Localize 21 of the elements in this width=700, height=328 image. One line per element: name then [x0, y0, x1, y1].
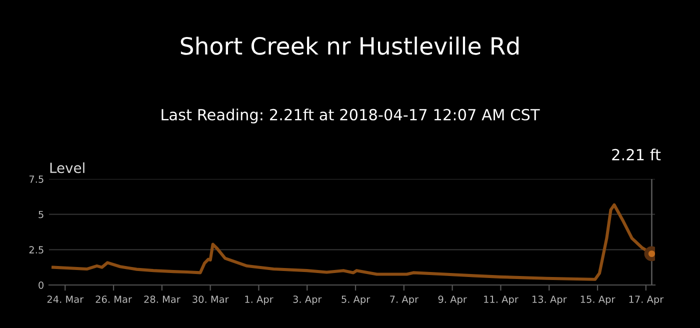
x-tick-label: 3. Apr	[293, 296, 322, 305]
x-tick-label: 5. Apr	[342, 296, 370, 305]
chart-title: Short Creek nr Hustleville Rd	[180, 36, 519, 55]
x-tick-label: 17. Apr	[629, 296, 664, 305]
x-tick-label: 1. Apr	[245, 296, 274, 305]
x-tick-label: 30. Mar	[192, 296, 229, 303]
x-tick-label: 24. Mar	[47, 296, 84, 303]
x-tick-label: 11. Apr	[484, 296, 518, 305]
y-tick-label: 2.5	[29, 246, 44, 254]
x-tick-label: 15. Apr	[580, 296, 616, 305]
x-tick-label: 9. Apr	[438, 296, 467, 305]
y-tick-label: 0	[38, 281, 44, 289]
y-tick-label: 5	[38, 210, 44, 218]
x-tick-label: 26. Mar	[96, 296, 132, 303]
text: 2.21 ft	[612, 148, 661, 160]
x-tick-label: 13. Apr	[532, 296, 567, 305]
y-tick-label: 7.5	[29, 176, 44, 183]
x-tick-label: 7. Apr	[390, 296, 419, 305]
x-tick-label: 28. Mar	[144, 296, 180, 303]
chart-subtitle: Last Reading: 2.21ft at 2018-04-17 12:07 AM CST	[162, 108, 540, 124]
y-axis-title: Level	[50, 162, 84, 174]
